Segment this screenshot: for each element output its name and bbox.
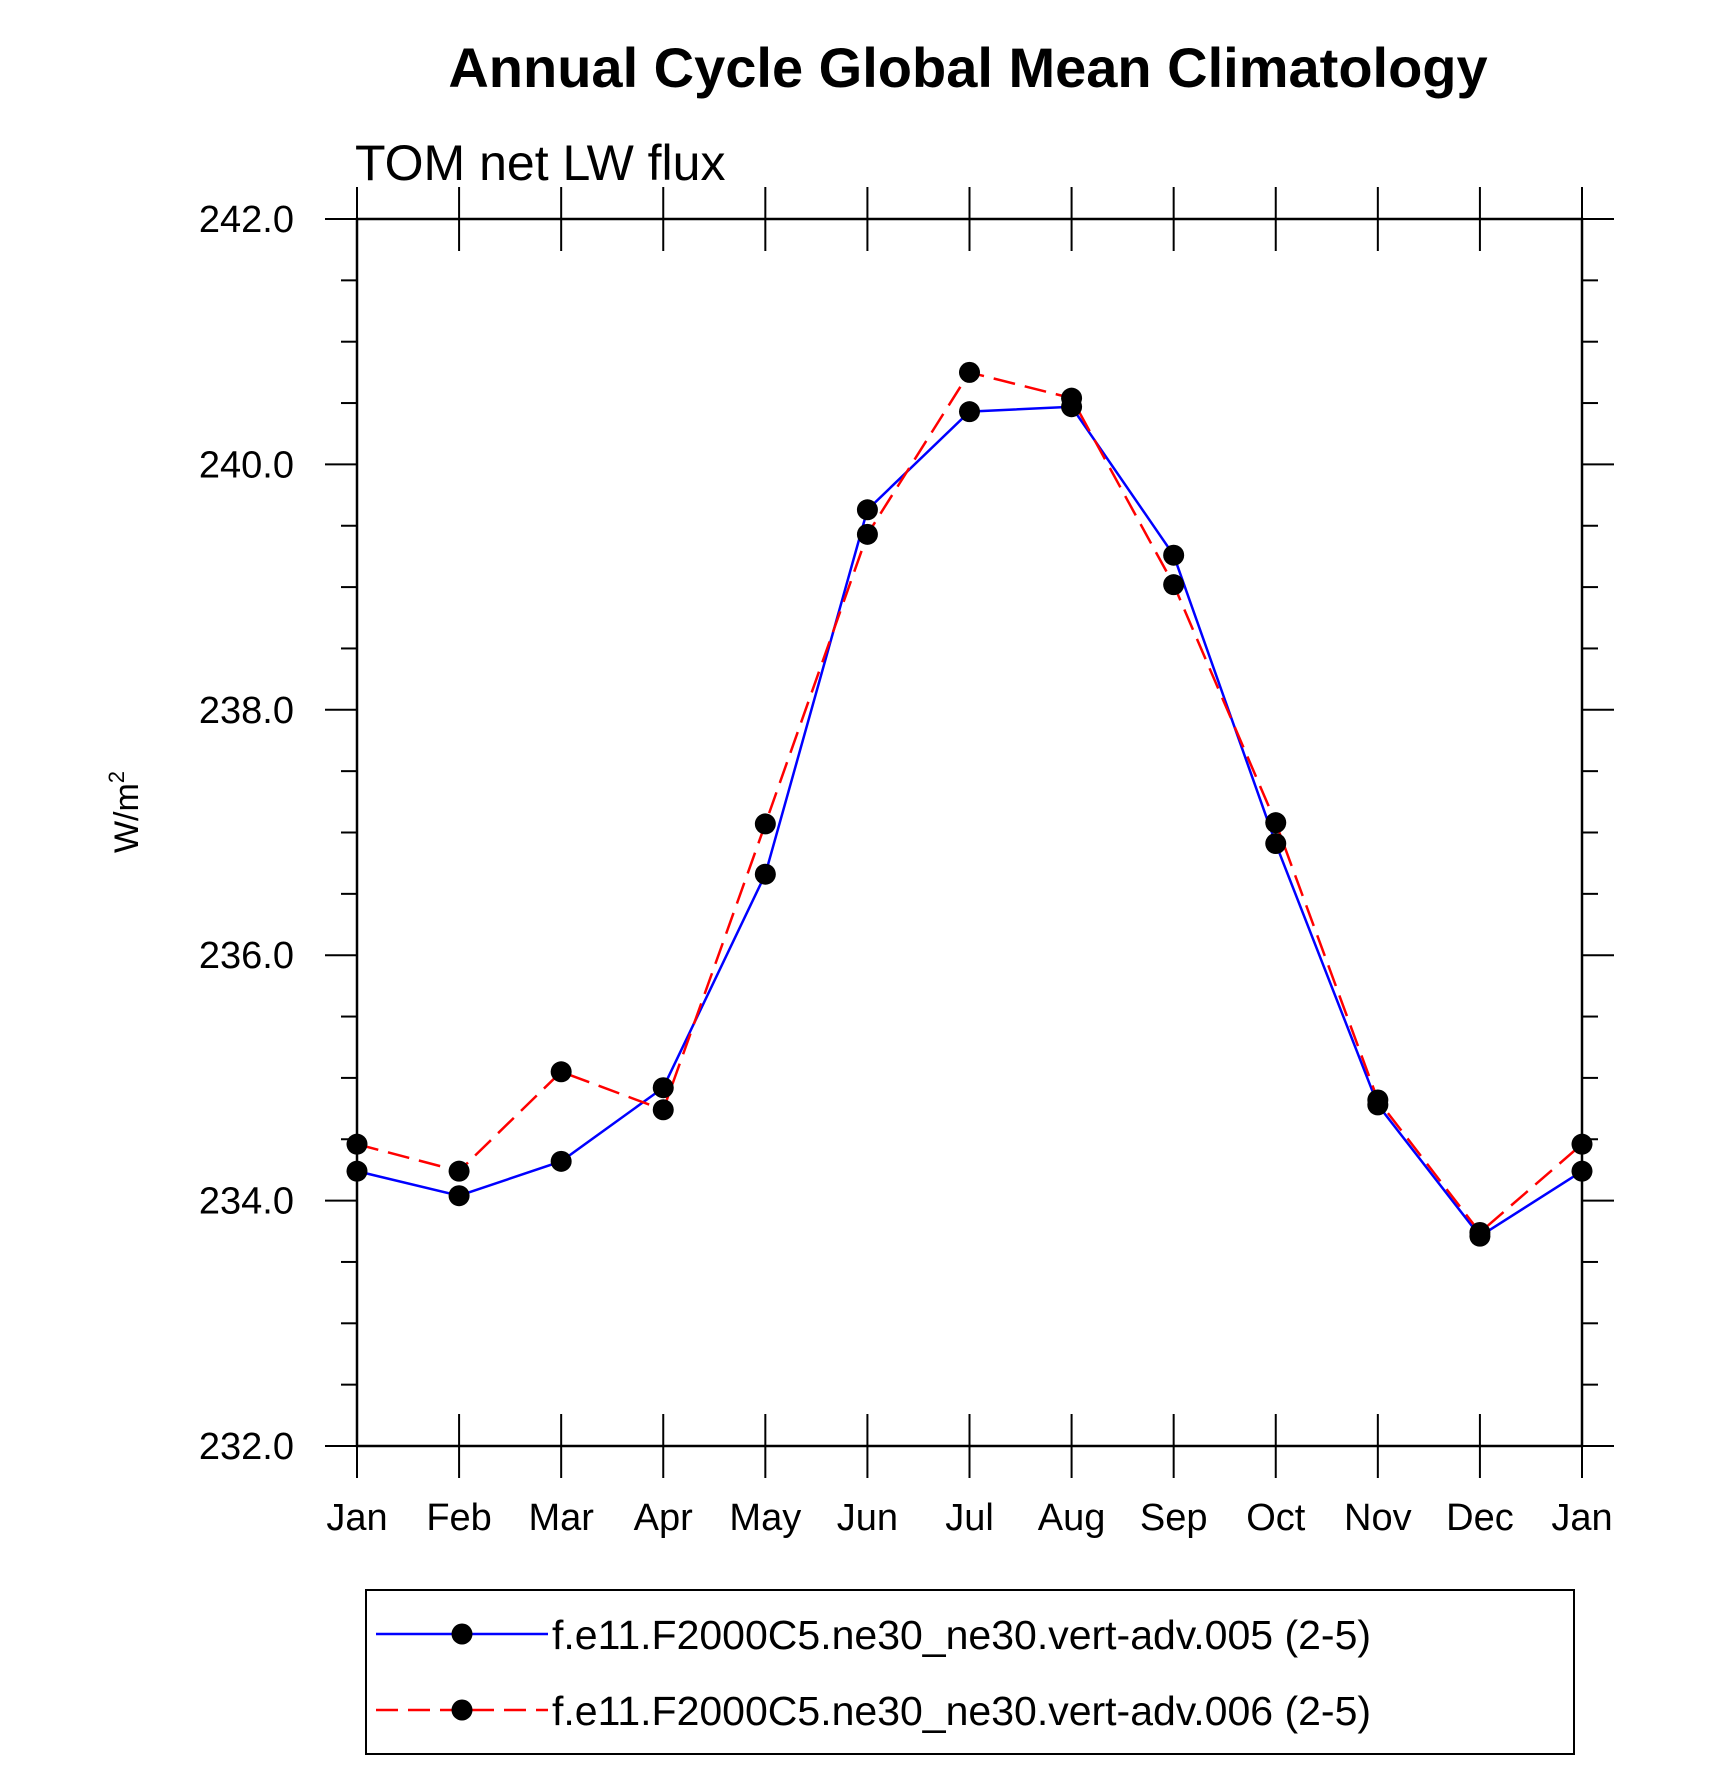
x-tick-label: Apr [634,1497,693,1539]
series-layer [346,361,1593,1247]
x-tick-label: Nov [1344,1497,1412,1539]
y-axis-label: W/m2 [104,771,146,853]
x-tick-label: Aug [1038,1497,1106,1539]
x-tick-label: Jan [1551,1497,1612,1539]
legend-label-1: f.e11.F2000C5.ne30_ne30.vert-adv.005 (2-… [552,1612,1371,1658]
series-1-point [652,1077,674,1099]
series-2-point [1163,574,1185,596]
x-tick-label: Mar [528,1497,594,1539]
y-tick-label: 232.0 [199,1426,294,1468]
chart-title: Annual Cycle Global Mean Climatology [448,36,1487,99]
x-tick-label: Dec [1446,1497,1514,1539]
series-2-point [754,813,776,835]
series-line-1 [356,405,1583,1238]
series-2-point [1367,1089,1389,1111]
legend-label-2: f.e11.F2000C5.ne30_ne30.vert-adv.006 (2-… [552,1688,1371,1734]
legend-marker-2 [451,1699,473,1721]
series-2-point [448,1160,470,1182]
series-1-point [346,1160,368,1182]
y-tick-labels: 232.0 234.0 236.0 238.0 240.0 242.0 [199,199,294,1468]
x-tick-label: Jan [326,1497,387,1539]
series-1-point [550,1150,572,1172]
y-tick-label: 236.0 [199,935,294,977]
series-2-point [652,1099,674,1121]
x-tick-label: Oct [1246,1497,1306,1539]
x-tick-label: May [729,1497,801,1539]
series-2-point [1265,812,1287,834]
y-tick-label: 242.0 [199,199,294,241]
y-tick-label: 238.0 [199,690,294,732]
series-1-point [448,1185,470,1207]
x-tick-label: Jul [945,1497,994,1539]
series-2-point [1469,1222,1491,1244]
series-2-point [550,1061,572,1083]
chart-subtitle: TOM net LW flux [355,135,725,191]
x-tick-label: Sep [1140,1497,1208,1539]
series-1-point [856,499,878,521]
x-tick-label: Feb [426,1497,491,1539]
x-tick-labels: Jan Feb Mar Apr May Jun Jul Aug Sep Oct Nov Dec Jan [326,1497,1612,1539]
y-axis-label-superscript: 2 [104,771,129,783]
x-tick-label: Jun [837,1497,898,1539]
series-1-point [1163,544,1185,566]
series-1-point [1571,1160,1593,1182]
y-tick-label: 234.0 [199,1181,294,1223]
legend: f.e11.F2000C5.ne30_ne30.vert-adv.005 (2-… [365,1589,1575,1755]
series-2-point [1571,1133,1593,1155]
series-line-2 [356,370,1583,1235]
series-2-point [856,523,878,545]
legend-marker-1 [451,1623,473,1645]
y-tick-label: 240.0 [199,444,294,486]
series-2-point [959,361,980,383]
series-1-point [959,401,980,423]
series-1-point [1265,833,1287,855]
series-2-point [1061,387,1083,409]
series-1-point [754,863,776,885]
legend-box [365,1589,1575,1755]
series-2-point [346,1133,368,1155]
y-axis-label-base: W/m [108,783,146,853]
